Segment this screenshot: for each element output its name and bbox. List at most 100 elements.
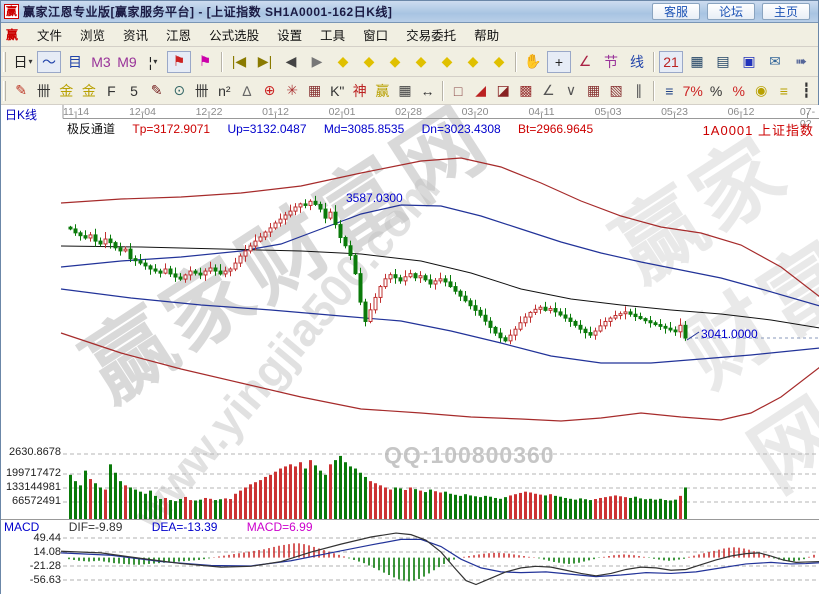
bow-comb-icon[interactable]: 5 — [130, 82, 138, 99]
customer-service-button[interactable]: 客服 — [652, 3, 700, 20]
shrink-h-diamond-icon[interactable]: ◆ — [415, 53, 427, 69]
toolbar-separator — [653, 80, 656, 101]
gold-comb-1-icon[interactable]: 金 — [59, 82, 74, 99]
next-bar-icon[interactable]: ▶ — [311, 53, 323, 69]
annotation-peak-price: 3587.0300 — [346, 191, 403, 205]
festival-tool-icon[interactable]: 节 — [604, 53, 618, 70]
menu-formula-stock-pick[interactable]: 公式选股 — [209, 29, 260, 43]
date-tick-label: 02-01 — [328, 106, 356, 118]
pen-angle-icon[interactable]: ✎ — [150, 82, 163, 98]
gold-comb-2-icon[interactable]: 金 — [81, 82, 96, 99]
crosshair-icon[interactable]: + — [547, 50, 571, 73]
f-comb-icon[interactable]: F — [107, 82, 116, 99]
measure-width-icon[interactable]: ↔ — [420, 82, 435, 99]
date-tick-label: 11-14 — [62, 106, 90, 118]
percent-icon[interactable]: % — [709, 82, 723, 99]
chart-area[interactable]: 赢家财富网 赢家财富网 www.yingjia500.com QQ:100800… — [1, 105, 819, 594]
calculator-icon[interactable]: ▦ — [690, 53, 704, 69]
annotation-last-price: 3041.0000 — [701, 327, 758, 341]
expand-h-diamond-icon[interactable]: ◆ — [389, 53, 401, 69]
period-day-button[interactable]: 日 ▾ — [13, 53, 33, 70]
ruler-a-icon[interactable]: ∆ — [242, 82, 252, 99]
time-cycle-icon[interactable]: ⊙ — [173, 82, 186, 98]
fan-box-icon[interactable]: ◪ — [496, 82, 510, 98]
macd-macd-value: MACD=6.99 — [246, 520, 313, 534]
angle-measure-icon[interactable]: ∠ — [578, 53, 592, 69]
first-bar-icon[interactable]: |◀ — [231, 53, 247, 69]
ladder-icon[interactable]: ≡ — [665, 82, 674, 99]
info-note-icon[interactable]: 目 — [68, 53, 82, 70]
angle-lines-icon[interactable]: ∠ — [542, 82, 555, 98]
network-icon[interactable]: ➠ — [795, 53, 807, 69]
candle-style-button[interactable]: ¦ ▾ — [148, 53, 158, 70]
save-icon[interactable]: ▣ — [742, 53, 756, 69]
date-tick-label: 04-11 — [528, 106, 555, 118]
expand-all-diamond-icon[interactable]: ◆ — [441, 53, 453, 69]
v-lines-icon[interactable]: ∨ — [565, 82, 577, 98]
grid-number-icon[interactable]: ▦ — [398, 82, 412, 98]
scroll-left-diamond-icon[interactable]: ◆ — [337, 53, 349, 69]
toolbar-separator — [441, 80, 444, 101]
comb-plain-icon[interactable]: 卌 — [194, 82, 209, 99]
prev-bar-icon[interactable]: ◀ — [285, 53, 297, 69]
ruler-v-icon[interactable]: ┇ — [802, 82, 811, 98]
color-flag-icon[interactable]: ⚑ — [198, 53, 212, 69]
hand-drag-icon[interactable]: ✋ — [524, 53, 542, 69]
indicator-bt-value: Bt=2966.9645 — [518, 122, 594, 136]
percent-line-icon[interactable]: % — [732, 82, 745, 99]
menu-news[interactable]: 资讯 — [123, 29, 149, 43]
shrink-all-diamond-icon[interactable]: ◆ — [467, 53, 479, 69]
grid-red-icon[interactable]: ▩ — [519, 82, 533, 98]
homepage-button[interactable]: 主页 — [762, 3, 810, 20]
candlestick-chart[interactable] — [1, 105, 819, 594]
price-axis-bottom-label: 2630.8678 — [9, 446, 61, 458]
date-tick-label: 05-03 — [594, 106, 622, 118]
gann-comb-icon[interactable]: 卌 — [36, 82, 51, 99]
shen-tool-icon[interactable]: 神 — [352, 82, 367, 99]
scroll-right-diamond-icon[interactable]: ◆ — [363, 53, 375, 69]
volume-axis-label-3: 66572491 — [12, 495, 61, 507]
red-flag-icon[interactable]: ⚑ — [167, 50, 191, 73]
n-square-icon[interactable]: n² — [218, 82, 231, 99]
memo-icon[interactable]: ▤ — [716, 53, 730, 69]
menu-browse[interactable]: 浏览 — [80, 29, 106, 43]
menu-trade[interactable]: 交易委托 — [406, 29, 457, 43]
line-tool-icon[interactable]: 线 — [630, 53, 644, 70]
macd-dea-value: DEA=-13.39 — [151, 520, 218, 534]
menu-file[interactable]: 文件 — [37, 29, 63, 43]
frame-tool-icon[interactable]: □ — [453, 82, 463, 99]
calendar-icon[interactable]: 21 — [659, 50, 683, 73]
last-bar-icon[interactable]: ▶| — [257, 53, 273, 69]
percent-7-icon[interactable]: 7% — [682, 82, 703, 99]
date-tick-label: 12-22 — [195, 106, 223, 118]
minute-3-chart-icon[interactable]: M3 — [91, 53, 111, 70]
dark-grid-icon[interactable]: ▦ — [308, 82, 322, 98]
grid-arrow-icon[interactable]: ▧ — [609, 82, 623, 98]
pane-label-daily-k: 日K线 — [5, 108, 38, 122]
k-quote-icon[interactable]: K" — [330, 82, 345, 99]
menu-logo-icon: 赢 — [6, 27, 19, 42]
gold-lines-icon[interactable]: ≡ — [779, 82, 788, 99]
target-red-icon[interactable]: ⊕ — [263, 82, 276, 98]
forum-button[interactable]: 论坛 — [707, 3, 755, 20]
menu-gann[interactable]: 江恩 — [166, 29, 192, 43]
parallel-lines-icon[interactable]: ∥ — [635, 82, 643, 98]
star-grid-icon[interactable]: ✳ — [286, 82, 298, 98]
trend-wave-icon[interactable]: 〜 — [37, 50, 61, 73]
minute-9-chart-icon[interactable]: M9 — [117, 53, 137, 70]
grid-2-icon[interactable]: ▦ — [586, 82, 601, 98]
menu-tools[interactable]: 工具 — [320, 29, 346, 43]
menu-settings[interactable]: 设置 — [277, 29, 303, 43]
fan-lines-icon[interactable]: ◢ — [475, 82, 487, 98]
mail-icon[interactable]: ✉ — [769, 53, 781, 69]
pen-tool-icon[interactable]: ✎ — [15, 82, 27, 98]
window-title: 赢家江恩专业版[赢家服务平台] - [上证指数 SH1A0001-162日K线] — [23, 5, 393, 19]
toolbar-separator — [653, 51, 655, 72]
ying-tool-icon[interactable]: 赢 — [375, 82, 390, 99]
reset-diamond-icon[interactable]: ◆ — [493, 53, 505, 69]
gold-circle-icon[interactable]: ◉ — [755, 82, 768, 98]
menu-help[interactable]: 帮助 — [474, 29, 500, 43]
indicator-name: 极反通道 — [67, 122, 116, 136]
menu-window[interactable]: 窗口 — [363, 29, 389, 43]
